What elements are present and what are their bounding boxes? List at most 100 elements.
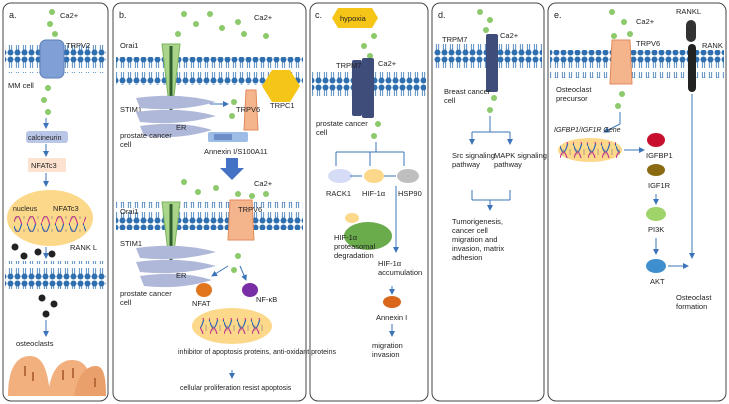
annexin-i-label: Annexin I — [376, 313, 407, 322]
hypoxia-badge — [332, 8, 378, 28]
dna-helix-e — [560, 142, 620, 158]
panel-b-ca-top-label: Ca2+ — [254, 13, 273, 22]
nfatc3-label: NFATc3 — [31, 161, 57, 170]
trpm7-d-channel — [486, 34, 498, 92]
panel-b-frame — [112, 2, 307, 402]
gene-label: IGFBP1/IGF1R Gene — [554, 127, 621, 134]
label-line: cell — [444, 96, 456, 105]
hif-protein — [364, 169, 384, 183]
hif-accumulation-label: HIF-1α accumulation — [378, 259, 422, 277]
trpc1-channel — [262, 70, 300, 102]
nfkb-protein — [242, 283, 258, 297]
hsp90-label: HSP90 — [398, 189, 422, 198]
mapk-pathway-label: MAPK signaling pathway — [494, 151, 547, 169]
rankl-molecule — [20, 252, 28, 260]
label-line: migration and — [452, 235, 497, 244]
pi3k-protein — [646, 207, 666, 221]
label-line: invasion — [372, 350, 400, 359]
igf1r-label: IGF1R — [648, 181, 671, 190]
rankl-e-label: RANKL — [676, 7, 701, 16]
panel-a-channel-label: TRPV2 — [66, 41, 90, 50]
akt-label: AKT — [650, 277, 665, 286]
calcium-ion — [47, 21, 53, 27]
label-line: precursor — [556, 94, 588, 103]
rack1-protein — [328, 169, 352, 183]
rankl-molecule — [50, 300, 58, 308]
trpv6-e-label: TRPV6 — [636, 39, 660, 48]
trpc1-label: TRPC1 — [270, 101, 295, 110]
dna-helix-b — [200, 318, 264, 334]
trpv6-bottom-channel — [227, 199, 255, 241]
rankl-molecule — [34, 248, 42, 256]
panel-e: e. Ca2+ TRPV6 RANKL RANK Osteoclast precu… — [547, 2, 727, 402]
rankl-molecule — [48, 250, 56, 258]
label-line: degradation — [334, 251, 374, 260]
hsp90-protein — [397, 169, 419, 183]
rank-receptor — [688, 44, 696, 92]
prostate-cell-bottom-label: prostate cancer cell — [120, 289, 172, 307]
cell-membrane — [116, 202, 303, 230]
er-bottom-label: ER — [176, 271, 187, 280]
panel-b-ca-bottom-label: Ca2+ — [254, 179, 273, 188]
orai1-top-label: Orai1 — [120, 41, 138, 50]
stim1-bottom-label: STIM1 — [120, 239, 142, 248]
nfat-protein — [196, 283, 212, 297]
stim1-top-label: STIM1 — [120, 105, 142, 114]
label-line: cell — [120, 140, 132, 149]
igf1r-protein — [647, 164, 665, 176]
prostate-cell-top-label: prostate cancer cell — [120, 131, 172, 149]
label-line: proteasomal — [334, 242, 376, 251]
label-line: cell — [316, 128, 328, 137]
panel-c-frame — [309, 2, 429, 402]
hif-degradation-label: HIF-1α proteasomal degradation — [334, 233, 376, 260]
panel-a-letter: a. — [9, 10, 17, 20]
label-line: cell — [120, 298, 132, 307]
migration-invasion-label: migration invasion — [372, 341, 403, 359]
annexin-i-protein — [383, 296, 401, 308]
label-line: cancer cell — [452, 226, 488, 235]
osteoclast-formation-label: Osteoclast formation — [676, 293, 712, 311]
calcium-ion — [45, 85, 51, 91]
hypoxia-label: hypoxia — [340, 14, 367, 23]
calcineurin-box — [26, 131, 68, 143]
calcium-ion — [45, 109, 51, 115]
rankl-molecule — [38, 294, 46, 302]
panel-e-frame — [547, 2, 727, 402]
label-line: pathway — [452, 160, 480, 169]
calcineurin-label: calcineurin — [28, 135, 62, 142]
trpv6-top-label: TRPV6 — [236, 105, 260, 114]
panel-a-cell-label: MM cell — [8, 81, 34, 90]
rank-e-label: RANK — [702, 41, 723, 50]
outcome-proliferation: cellular proliferation resist apoptosis — [180, 385, 292, 392]
trpv6-bottom-label: TRPV6 — [238, 205, 262, 214]
panel-d-letter: d. — [438, 10, 446, 20]
nucleus-label: nucleus — [13, 206, 38, 213]
igfbp1-protein — [647, 133, 665, 147]
rack1-label: RACK1 — [326, 189, 351, 198]
panel-c-letter: c. — [315, 10, 322, 20]
osteoclasts-label: osteoclasts — [16, 339, 54, 348]
trpv2-channel — [39, 39, 65, 79]
label-line: formation — [676, 302, 707, 311]
nfatc3-nuclear-label: NFATc3 — [53, 204, 79, 213]
cell-membrane — [550, 50, 724, 78]
outcome-proteins: inhibitor of apoptosis proteins, anti-ox… — [178, 349, 336, 356]
annexin-label: Annexin I/S100A11 — [204, 147, 268, 156]
tumorigenesis-label: Tumorigenesis, cancer cell migration and in… — [452, 217, 504, 262]
akt-protein — [646, 259, 666, 273]
label-line: adhesion — [452, 253, 482, 262]
rankl-ligand — [686, 20, 696, 42]
orai1-bottom-label: Orai1 — [120, 207, 138, 216]
label-line: pathway — [494, 160, 522, 169]
er-top-label: ER — [176, 123, 187, 132]
panel-c-cell-label: prostate cancer cell — [316, 119, 368, 137]
src-pathway-label: Src signaling pathway — [452, 151, 495, 169]
panel-e-ca-label: Ca2+ — [636, 17, 655, 26]
trpm7-c-label: TRPM7 — [336, 61, 361, 70]
igfbp1-label: IGFBP1 — [646, 151, 673, 160]
nfat-label: NFAT — [192, 299, 211, 308]
rankl-molecule — [11, 243, 19, 251]
dna-helix — [14, 216, 86, 232]
panel-c: c. hypoxia TRPM7 Ca2+ prostate cancer cel… — [309, 2, 429, 402]
